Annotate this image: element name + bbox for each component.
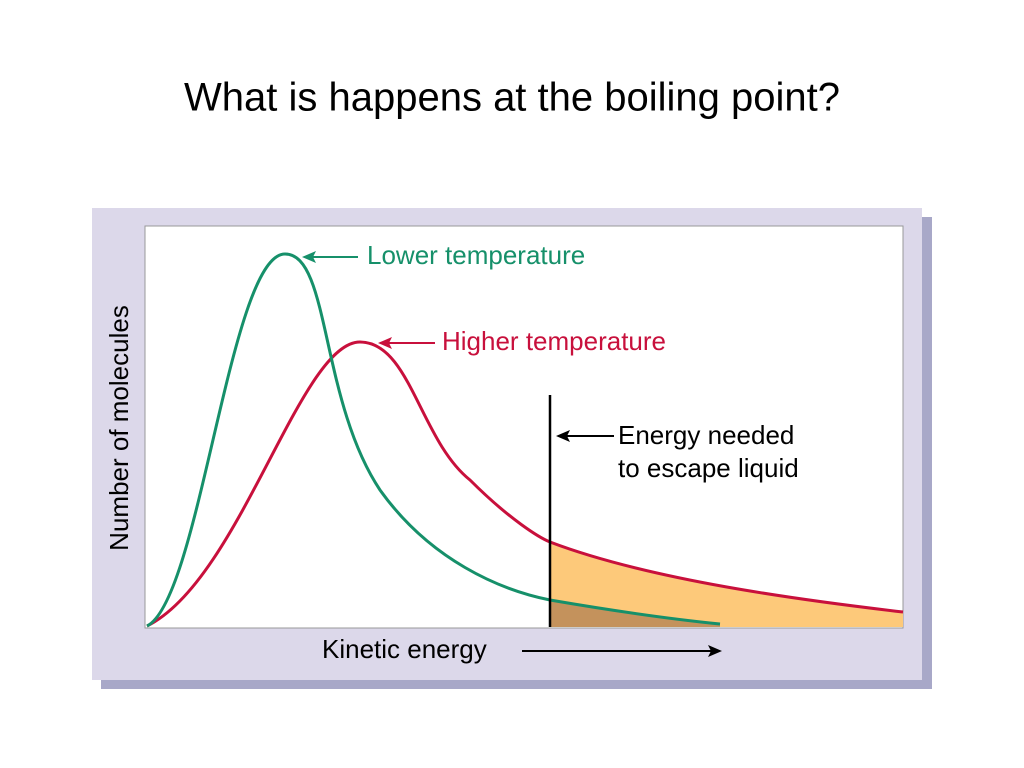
arrows — [302, 251, 722, 657]
higher-temperature-curve — [146, 340, 904, 628]
arrow-head — [378, 337, 392, 349]
curve-label: Lower temperature — [367, 240, 585, 270]
plot-area — [144, 225, 904, 629]
arrow-head — [708, 645, 722, 657]
curve-label: Higher temperature — [442, 326, 666, 356]
arrow-head — [556, 430, 570, 442]
threshold-label: to escape liquid — [618, 453, 799, 483]
threshold-label: Energy needed — [618, 420, 794, 450]
high-energy-region — [550, 542, 903, 627]
x-axis-label: Kinetic energy — [322, 634, 487, 664]
y-axis-label: Number of molecules — [104, 305, 134, 551]
lower-temperature-curve — [146, 252, 721, 628]
arrow-head — [302, 251, 316, 263]
slide-title: What is happens at the boiling point? — [184, 76, 840, 120]
